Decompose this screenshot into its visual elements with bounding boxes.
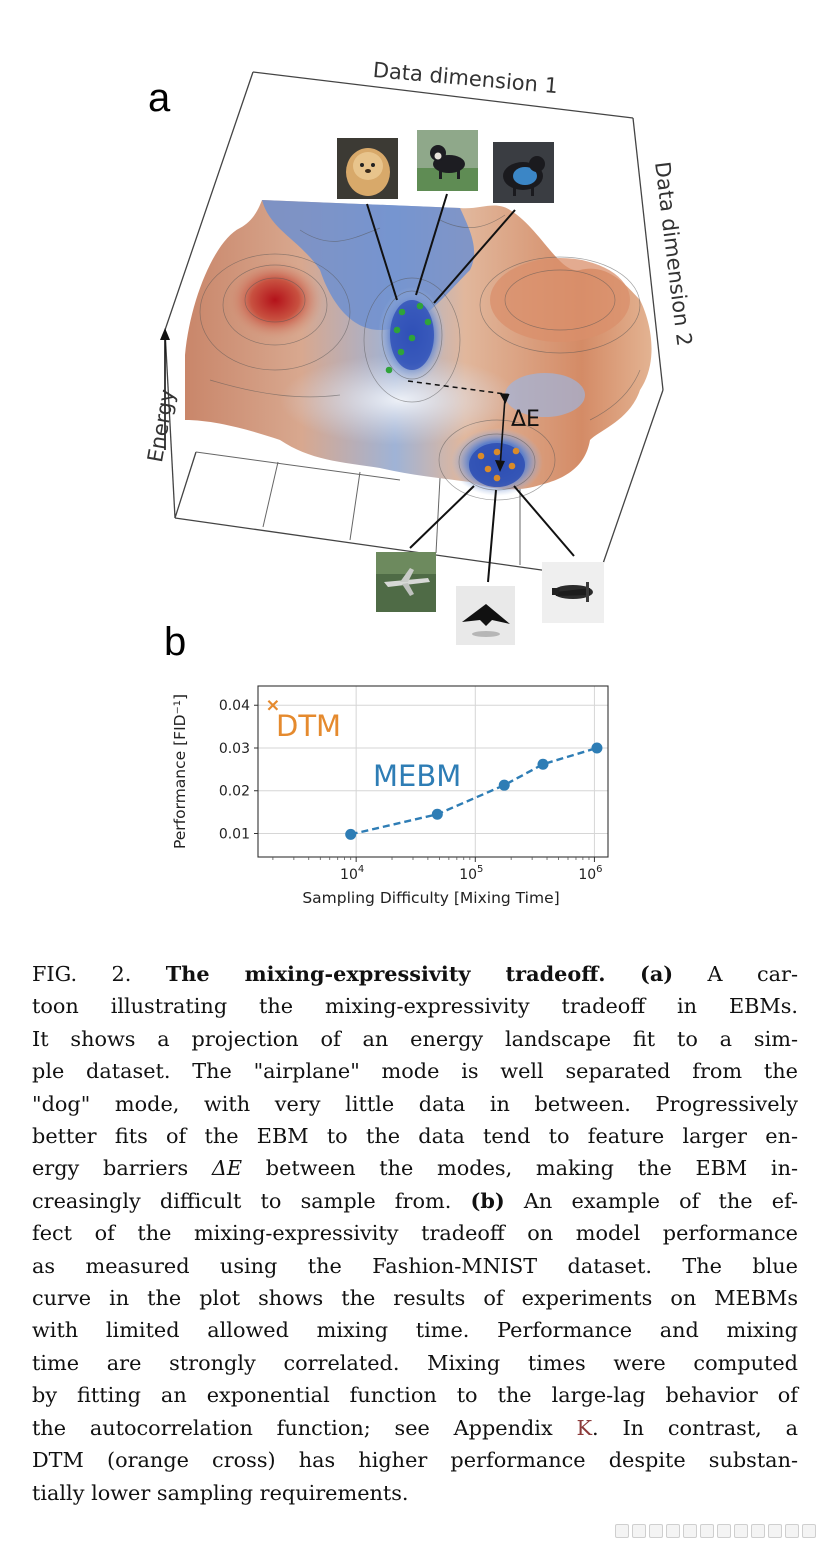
dog-samples: [385, 302, 432, 374]
mebm-data-point: [431, 808, 443, 820]
red-peak: [227, 260, 323, 340]
caption-line: "dog" mode, with very little data in bet…: [32, 1091, 798, 1116]
box-frame: [164, 71, 664, 579]
caption-line: FIG. 2. The mixing-expressivity tradeoff…: [32, 961, 798, 986]
y-axis-label: Performance [FID⁻¹]: [171, 694, 189, 849]
y-tick-label: 0.04: [219, 698, 250, 714]
energy-axis-arrowhead: [160, 328, 170, 340]
x-tick-label: 104: [340, 864, 364, 883]
dog-image-3: [493, 142, 554, 203]
airplane-image-1: [376, 552, 436, 612]
caption-line: by fitting an exponential function to th…: [32, 1383, 798, 1408]
mebm-series-line: [350, 746, 598, 836]
delta-e-label: ΔE: [511, 407, 540, 432]
x-axis-label: Sampling Difficulty [Mixing Time]: [302, 889, 559, 907]
delta-e-arrow: [499, 397, 506, 469]
pointer-lines: [366, 193, 575, 583]
chart-series: [267, 699, 603, 840]
caption-line: better fits of the EBM to the data tend …: [32, 1124, 798, 1149]
mebm-data-point: [591, 742, 603, 754]
chart-grid: [258, 686, 608, 857]
caption-line: the autocorrelation function; see Append…: [32, 1415, 798, 1440]
barrier-dashed-line: [407, 380, 506, 395]
appendix-k-link[interactable]: K: [576, 1415, 593, 1440]
y-tick-label: 0.03: [219, 741, 250, 757]
caption-line: curve in the plot shows the results of e…: [32, 1286, 798, 1311]
caption-line: as measured using the Fashion-MNIST data…: [32, 1253, 798, 1278]
panel-b-label: b: [164, 620, 187, 664]
mebm-label: MEBM: [373, 759, 462, 793]
x-tick-label: 106: [578, 864, 602, 883]
y-tick-label: 0.02: [219, 784, 250, 800]
dog-image-1: [337, 138, 398, 199]
right-ridge: [490, 258, 630, 342]
caption-line: It shows a projection of an energy lands…: [32, 1026, 798, 1051]
caption-line: time are strongly correlated. Mixing tim…: [32, 1350, 798, 1375]
dtm-label: DTM: [276, 709, 342, 743]
caption-line: with limited allowed mixing time. Perfor…: [32, 1318, 798, 1343]
panel-a-label: a: [148, 76, 171, 120]
airplane-samples: [477, 447, 520, 482]
performance-vs-mixing-time-chart: 0.01 0.02 0.03 0.04 104 105 106 Performance [F…: [171, 685, 609, 907]
mebm-data-point: [345, 828, 357, 840]
caption-line: tially lower sampling requirements.: [32, 1480, 409, 1505]
mebm-data-point: [498, 779, 510, 791]
watermark-decoration: [615, 1524, 816, 1538]
dtm-data-point: [267, 699, 279, 711]
figure-caption: FIG. 2. The mixing-expressivity tradeoff…: [32, 958, 798, 1509]
caption-line: creasingly difficult to sample from. (b)…: [32, 1187, 799, 1213]
x-tick-label: 105: [459, 864, 483, 883]
caption-line: DTM (orange cross) has higher performanc…: [32, 1448, 798, 1473]
contour-lines: [199, 214, 641, 501]
floor-grid: [195, 451, 521, 565]
dog-image-2: [417, 130, 478, 191]
energy-landscape-illustration: [160, 71, 664, 583]
mebm-data-point: [537, 758, 549, 770]
caption-line: ergy barriers ΔE between the modes, maki…: [32, 1156, 798, 1181]
y-tick-label: 0.01: [219, 826, 250, 842]
caption-line: fect of the mixing-expressivity tradeoff…: [32, 1221, 798, 1246]
caption-line: toon illustrating the mixing-expressivit…: [32, 994, 798, 1019]
caption-line: ple dataset. The "airplane" mode is well…: [32, 1059, 798, 1084]
plot-frame: [257, 685, 609, 858]
airplane-image-2: [456, 586, 515, 645]
airplane-image-3: [542, 562, 604, 623]
